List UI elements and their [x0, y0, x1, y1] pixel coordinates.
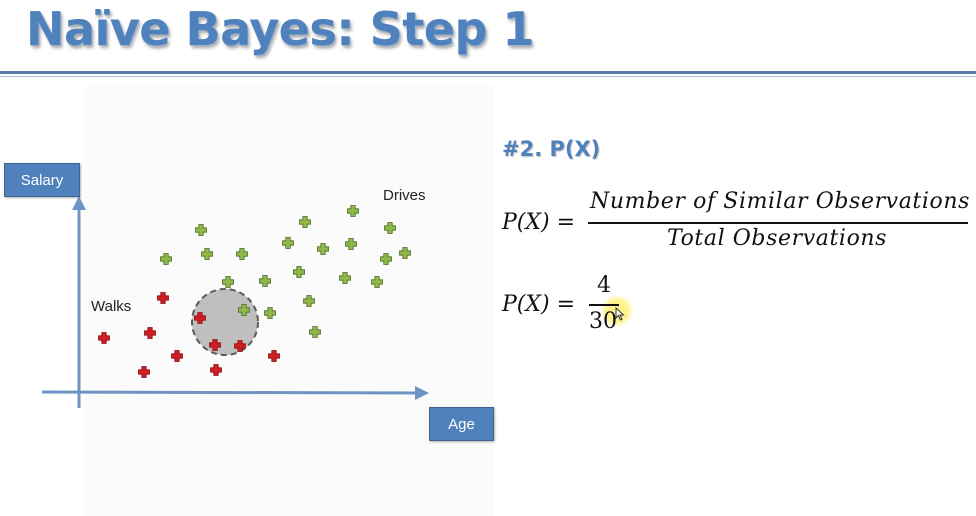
equation-2-fraction-bar: [589, 304, 619, 306]
walks-data-point: [157, 292, 169, 304]
drives-data-point: [264, 307, 276, 319]
drives-data-point: [293, 266, 305, 278]
drives-data-point: [345, 238, 357, 250]
formula-heading: #2. P(X): [502, 137, 601, 161]
drives-data-point: [160, 253, 172, 265]
plot-area: [84, 86, 494, 516]
drives-data-point: [399, 247, 411, 259]
equation-2-denominator: 30: [589, 309, 617, 334]
drives-data-point: [195, 224, 207, 236]
x-axis-label: Age: [429, 407, 494, 441]
equation-1-denominator: Total Observations: [667, 226, 888, 251]
drives-data-point: [201, 248, 213, 260]
x-axis: [41, 390, 421, 395]
drives-data-point: [384, 222, 396, 234]
equation-1-numerator: Number of Similar Observations: [590, 189, 971, 214]
mouse-pointer-icon: [615, 307, 625, 321]
title-rule-thin: [0, 76, 976, 77]
y-axis-arrowhead: [72, 196, 86, 210]
walks-data-point: [171, 350, 183, 362]
walks-data-point: [268, 350, 280, 362]
drives-data-point: [380, 253, 392, 265]
x-axis-arrowhead: [415, 386, 429, 400]
equation-2-lhs: P(X) =: [502, 292, 576, 317]
drives-data-point: [371, 276, 383, 288]
drives-data-point: [238, 304, 250, 316]
walks-data-point: [209, 339, 221, 351]
equation-1-fraction-bar: [588, 222, 968, 224]
drives-data-point: [347, 205, 359, 217]
walks-data-point: [234, 340, 246, 352]
walks-data-point: [144, 327, 156, 339]
drives-class-label: Drives: [383, 187, 426, 204]
y-axis-label: Salary: [4, 163, 80, 197]
drives-data-point: [317, 243, 329, 255]
walks-data-point: [194, 312, 206, 324]
walks-class-label: Walks: [91, 298, 132, 315]
drives-data-point: [282, 237, 294, 249]
slide-title: Naïve Bayes: Step 1: [26, 2, 534, 56]
drives-data-point: [259, 275, 271, 287]
drives-data-point: [309, 326, 321, 338]
drives-data-point: [339, 272, 351, 284]
walks-data-point: [98, 332, 110, 344]
title-rule: [0, 71, 976, 74]
walks-data-point: [138, 366, 150, 378]
drives-data-point: [299, 216, 311, 228]
equation-2-numerator: 4: [597, 273, 611, 298]
drives-data-point: [236, 248, 248, 260]
walks-data-point: [210, 364, 222, 376]
equation-1-lhs: P(X) =: [502, 210, 576, 235]
drives-data-point: [303, 295, 315, 307]
drives-data-point: [222, 276, 234, 288]
